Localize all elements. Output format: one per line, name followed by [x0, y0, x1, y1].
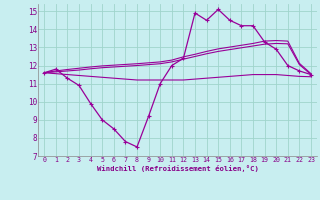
- X-axis label: Windchill (Refroidissement éolien,°C): Windchill (Refroidissement éolien,°C): [97, 165, 259, 172]
